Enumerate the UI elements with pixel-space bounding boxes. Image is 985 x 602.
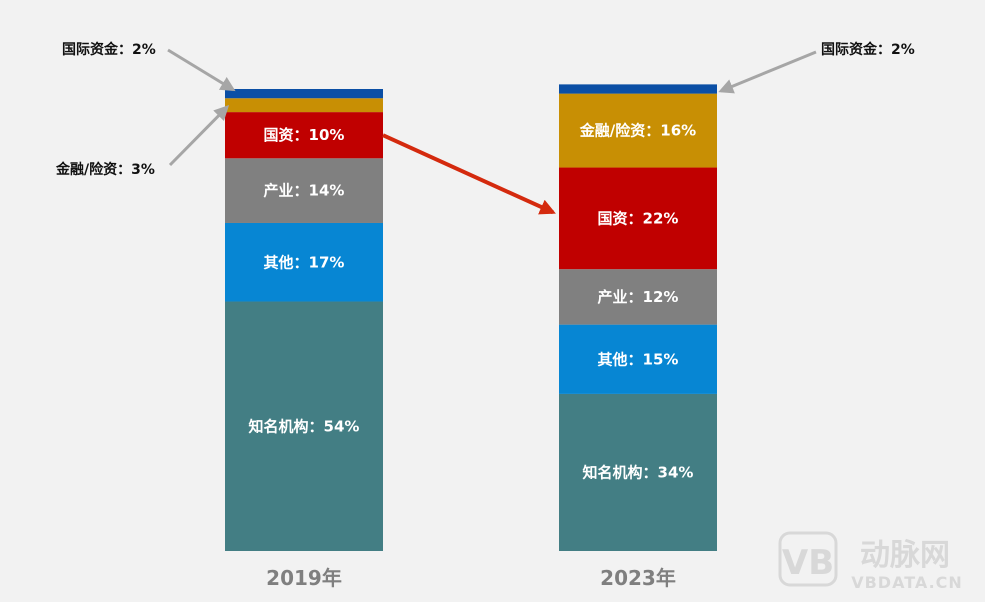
data-label-known-0: 知名机构：54% — [249, 417, 360, 435]
brand-en: VBDATA.CN — [851, 573, 963, 592]
data-label-known-1: 知名机构：34% — [583, 463, 694, 481]
callout-arrow-intl-2023 — [718, 50, 817, 94]
brand-cn: 动脉网 — [860, 538, 950, 573]
callout-label-finance-2019: 金融/险资：3% — [55, 161, 155, 178]
bars-layer: 知名机构：54% 其他：17% 产业：14% 国资：10% 知名机构：34% 其他：15%… — [225, 84, 717, 551]
bar-segment-state-0 — [225, 112, 383, 159]
x-tick-label-1: 2023年 — [600, 566, 676, 590]
bar-segment-intl-1 — [559, 84, 717, 94]
callouts-layer: 国际资金：2% 金融/险资：3% 国际资金：2% — [55, 41, 915, 215]
callout-arrow-finance-2019 — [168, 105, 230, 167]
x-axis-labels: 2019年 2023年 — [266, 566, 676, 590]
bar-segment-finance-0 — [225, 98, 383, 113]
bar-segment-industry-1 — [559, 269, 717, 325]
vb-logo-text: VB — [782, 543, 834, 583]
bar-segment-other-0 — [225, 222, 383, 302]
data-label-finance-1: 金融/险资：16% — [579, 122, 696, 140]
callout-label-intl-2023: 国际资金：2% — [821, 41, 915, 58]
state-growth-arrow — [382, 133, 556, 215]
bar-segment-finance-1 — [559, 93, 717, 168]
watermark: VB 动脉网 VBDATA.CN — [778, 531, 963, 592]
bar-segment-state-1 — [559, 167, 717, 270]
bar-segment-known-0 — [225, 301, 383, 551]
bar-segment-industry-0 — [225, 158, 383, 223]
callout-label-intl-2019: 国际资金：2% — [62, 41, 156, 58]
callout-arrow-intl-2019 — [167, 48, 236, 92]
data-label-other-1: 其他：15% — [598, 350, 679, 368]
vb-logo-frame — [778, 531, 838, 587]
data-label-other-0: 其他：17% — [264, 253, 345, 271]
data-label-state-1: 国资：22% — [598, 209, 679, 227]
bar-segment-known-1 — [559, 393, 717, 551]
data-label-industry-1: 产业：12% — [598, 288, 679, 306]
data-label-state-0: 国资：10% — [264, 126, 345, 144]
bar-segment-other-1 — [559, 324, 717, 394]
data-label-industry-0: 产业：14% — [264, 182, 345, 200]
x-tick-label-0: 2019年 — [266, 566, 342, 590]
bar-segment-intl-0 — [225, 89, 383, 99]
